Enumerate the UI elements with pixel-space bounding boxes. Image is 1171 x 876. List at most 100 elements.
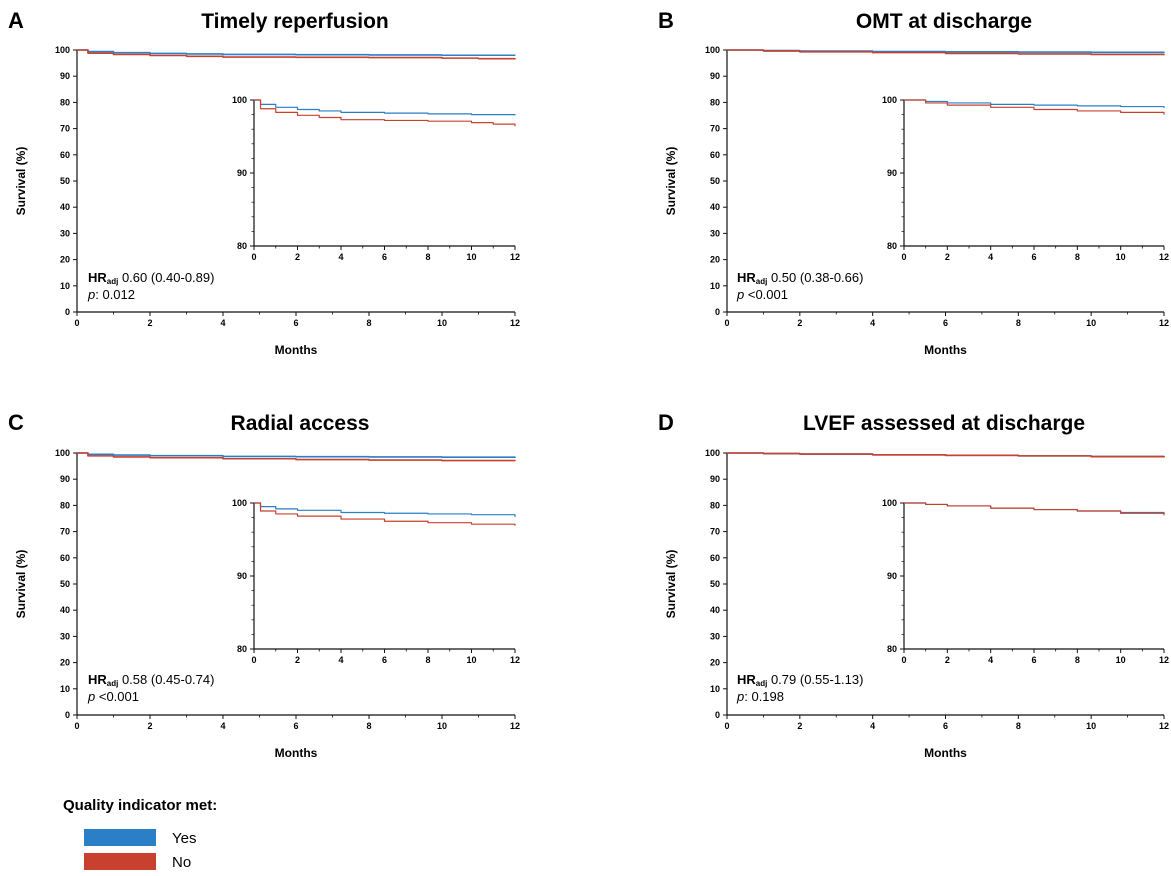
inset-x-tick-label: 2 <box>295 655 300 665</box>
x-axis-label: Months <box>924 746 967 760</box>
main-x-tick-label: 2 <box>797 318 802 328</box>
p-value: <0.001 <box>95 689 139 704</box>
p-value-annotation: p <0.001 <box>736 287 788 302</box>
hr-label: HR <box>737 672 756 687</box>
main-y-tick-label: 10 <box>710 684 720 694</box>
main-y-tick-label: 70 <box>710 527 720 537</box>
inset-x-tick-label: 6 <box>1031 252 1036 262</box>
inset-chart: 0 2 4 6 8 10 12 80 90 100 <box>232 95 520 262</box>
inset-y-tick-label: 90 <box>887 168 897 178</box>
inset-x-tick-label: 12 <box>510 655 520 665</box>
main-y-tick-label: 90 <box>710 474 720 484</box>
main-y-tick-label: 100 <box>55 448 70 458</box>
main-y-tick-label: 60 <box>60 150 70 160</box>
main-x-tick-label: 10 <box>1086 721 1096 731</box>
inset-x-tick-label: 6 <box>382 655 387 665</box>
panel-title: Timely reperfusion <box>201 10 389 33</box>
p-value-annotation: p <0.001 <box>87 689 139 704</box>
inset-x-tick-label: 8 <box>1075 252 1080 262</box>
inset-series-yes-line <box>254 502 516 517</box>
main-y-tick-label: 30 <box>60 631 70 641</box>
inset-y-tick-label: 100 <box>232 498 247 508</box>
main-x-tick-label: 2 <box>797 721 802 731</box>
inset-x-tick-label: 6 <box>1031 655 1036 665</box>
inset-y-tick-label: 100 <box>882 498 897 508</box>
panel-title: LVEF assessed at discharge <box>803 412 1085 435</box>
main-x-tick-label: 2 <box>147 721 152 731</box>
inset-x-tick-label: 12 <box>1159 252 1169 262</box>
main-y-tick-label: 50 <box>710 176 720 186</box>
inset-x-tick-label: 6 <box>382 252 387 262</box>
main-y-tick-label: 80 <box>60 97 70 107</box>
main-y-tick-label: 50 <box>60 579 70 589</box>
main-y-tick-label: 100 <box>55 45 70 55</box>
legend: Quality indicator met: Yes No <box>63 797 217 871</box>
main-x-tick-label: 12 <box>1159 318 1169 328</box>
main-y-tick-label: 20 <box>710 658 720 668</box>
main-y-tick-label: 100 <box>705 45 720 55</box>
inset-x-tick-label: 2 <box>295 252 300 262</box>
inset-y-tick-label: 80 <box>237 644 247 654</box>
main-y-tick-label: 70 <box>710 124 720 134</box>
p-label: p <box>736 287 744 302</box>
inset-y-tick-label: 100 <box>882 95 897 105</box>
main-x-tick-label: 4 <box>220 318 225 328</box>
main-y-tick-label: 90 <box>60 474 70 484</box>
main-y-tick-label: 80 <box>60 500 70 510</box>
main-y-tick-label: 20 <box>710 255 720 265</box>
inset-x-tick-label: 0 <box>251 252 256 262</box>
main-series-no-line <box>727 49 1165 56</box>
x-axis-label: Months <box>275 343 318 357</box>
main-y-tick-label: 50 <box>710 579 720 589</box>
main-x-tick-label: 0 <box>724 318 729 328</box>
main-y-tick-label: 100 <box>705 448 720 458</box>
main-y-tick-label: 20 <box>60 658 70 668</box>
inset-series-yes-line <box>904 99 1165 109</box>
hr-value: 0.79 (0.55-1.13) <box>767 672 863 687</box>
main-y-tick-label: 10 <box>60 684 70 694</box>
main-y-tick-label: 60 <box>710 150 720 160</box>
inset-x-tick-label: 10 <box>1116 252 1126 262</box>
main-x-tick-label: 8 <box>1016 318 1021 328</box>
main-x-tick-label: 8 <box>1016 721 1021 731</box>
hr-subscript: adj <box>756 277 768 286</box>
panel-title: Radial access <box>231 412 370 435</box>
main-series-no-line <box>727 452 1165 458</box>
hr-value: 0.58 (0.45-0.74) <box>118 672 214 687</box>
inset-x-tick-label: 12 <box>510 252 520 262</box>
main-y-tick-label: 40 <box>60 605 70 615</box>
y-axis-label: Survival (%) <box>664 147 678 216</box>
inset-x-tick-label: 0 <box>901 252 906 262</box>
main-y-tick-label: 30 <box>710 631 720 641</box>
legend-title: Quality indicator met: <box>63 797 217 814</box>
legend-label-no: No <box>172 854 191 871</box>
legend-swatch-no <box>84 853 156 870</box>
main-y-tick-label: 80 <box>710 500 720 510</box>
p-label: p <box>87 287 95 302</box>
main-x-tick-label: 12 <box>510 318 520 328</box>
inset-x-tick-label: 12 <box>1159 655 1169 665</box>
inset-chart: 0 2 4 6 8 10 12 80 90 100 <box>882 498 1169 665</box>
hr-subscript: adj <box>107 277 119 286</box>
main-series-no-line <box>77 452 516 462</box>
panel-letter: B <box>658 8 674 33</box>
main-x-tick-label: 10 <box>1086 318 1096 328</box>
y-axis-label: Survival (%) <box>14 550 28 619</box>
inset-x-tick-label: 8 <box>425 252 430 262</box>
p-label: p <box>736 689 744 704</box>
main-x-tick-label: 6 <box>293 318 298 328</box>
main-x-tick-label: 8 <box>366 318 371 328</box>
main-x-tick-label: 6 <box>943 318 948 328</box>
main-y-tick-label: 10 <box>710 281 720 291</box>
hr-label: HR <box>88 270 107 285</box>
inset-x-tick-label: 4 <box>338 252 343 262</box>
main-y-tick-label: 30 <box>60 228 70 238</box>
main-y-tick-label: 0 <box>65 710 70 720</box>
main-x-tick-label: 4 <box>870 318 875 328</box>
main-y-tick-label: 60 <box>710 553 720 563</box>
inset-x-tick-label: 8 <box>425 655 430 665</box>
panel-letter: A <box>8 8 24 33</box>
main-x-tick-label: 10 <box>437 318 447 328</box>
main-y-tick-label: 10 <box>60 281 70 291</box>
